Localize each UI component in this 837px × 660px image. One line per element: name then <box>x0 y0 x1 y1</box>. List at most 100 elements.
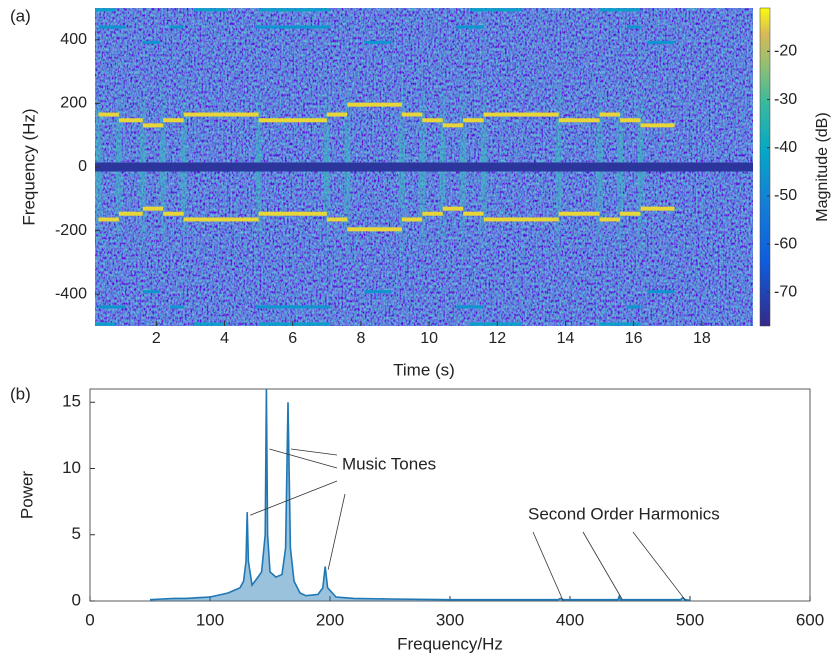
tone-segment <box>401 217 423 222</box>
y-tick-label: 5 <box>72 524 81 543</box>
tone-segment <box>142 123 164 128</box>
x-tick-label: 6 <box>288 330 297 347</box>
tone-segment <box>463 211 484 216</box>
annotation-text: Second Order Harmonics <box>528 504 720 523</box>
y-tick-label: 200 <box>60 95 87 112</box>
y-tick-label: 10 <box>62 458 81 477</box>
x-tick-label: 0 <box>85 610 94 629</box>
y-axis-label: Power <box>17 471 36 520</box>
x-tick-label: 10 <box>420 330 438 347</box>
tone-segment <box>163 118 184 123</box>
tone-segment <box>142 40 160 44</box>
tone-segment <box>95 162 753 172</box>
y-tick-label: 15 <box>62 392 81 411</box>
colorbar-tick-label: -40 <box>774 139 797 156</box>
tone-segment <box>98 112 119 117</box>
tone-segment <box>620 211 641 216</box>
panel-label: (a) <box>10 6 31 25</box>
annotation-line <box>582 531 623 600</box>
tone-segment <box>326 112 348 117</box>
tone-segment <box>422 118 443 123</box>
tone-segment <box>442 206 464 211</box>
tone-segment <box>470 322 522 326</box>
y-tick-label: 0 <box>78 158 87 175</box>
tone-segment <box>456 305 484 309</box>
tone-segment <box>98 217 119 222</box>
annotation-line <box>290 448 338 456</box>
annotation-line <box>632 531 687 601</box>
spectrogram-marks <box>95 8 753 326</box>
x-tick-label: 12 <box>488 330 506 347</box>
tone-segment <box>258 322 331 326</box>
tone-segment <box>599 112 621 117</box>
tone-segment <box>170 305 184 309</box>
tone-segment <box>347 102 402 107</box>
annotation-line <box>327 493 346 570</box>
colorbar <box>759 7 771 327</box>
tone-segment <box>163 211 184 216</box>
tone-segment <box>183 217 259 222</box>
y-tick-label: -200 <box>55 222 87 239</box>
tone-segment <box>118 118 143 123</box>
tone-segment <box>258 211 327 216</box>
tone-segment <box>640 123 675 128</box>
y-tick-label: 0 <box>72 590 81 609</box>
x-tick-label: 200 <box>316 610 344 629</box>
tone-segment <box>620 118 641 123</box>
tone-segment <box>626 305 641 309</box>
tone-segment <box>647 290 675 294</box>
tone-segment <box>183 112 259 117</box>
tone-segment <box>95 8 116 12</box>
colorbar-tick-label: -60 <box>774 235 797 252</box>
x-tick-label: 100 <box>196 610 224 629</box>
x-tick-label: 8 <box>356 330 365 347</box>
x-tick-label: 16 <box>625 330 643 347</box>
tone-segment <box>364 40 392 44</box>
colorbar-tick-label: -50 <box>774 187 797 204</box>
tone-segment <box>599 217 621 222</box>
y-axis-label: Frequency (Hz) <box>19 108 38 225</box>
colorbar-tick-label: -30 <box>774 91 797 108</box>
tone-segment <box>193 8 228 12</box>
tone-segment <box>483 217 559 222</box>
annotation-line <box>250 480 338 516</box>
plot-frame <box>89 388 811 602</box>
tone-segment <box>98 25 126 29</box>
tone-segment <box>422 211 443 216</box>
colorbar-label: Magnitude (dB) <box>814 112 831 221</box>
tone-segment <box>442 123 464 128</box>
annotation-text: Music Tones <box>342 454 436 473</box>
tone-segment <box>364 290 392 294</box>
tone-segment <box>558 118 600 123</box>
x-axis-label: Frequency/Hz <box>397 634 503 653</box>
x-tick-label: 4 <box>220 330 229 347</box>
annotation-line <box>532 531 564 602</box>
tone-segment <box>258 118 327 123</box>
y-tick-label: 400 <box>60 31 87 48</box>
x-tick-label: 14 <box>557 330 575 347</box>
tone-segment <box>142 206 164 211</box>
y-tick-label: -400 <box>55 285 87 302</box>
tone-segment <box>463 118 484 123</box>
tone-segment <box>118 211 143 216</box>
power-line <box>149 388 691 602</box>
tone-segment <box>258 8 331 12</box>
tone-segment <box>347 227 402 232</box>
x-tick-label: 2 <box>152 330 161 347</box>
x-tick-label: 400 <box>556 610 584 629</box>
tone-segment <box>98 305 126 309</box>
tone-segment <box>647 40 675 44</box>
tone-segment <box>599 322 641 326</box>
panel-label: (b) <box>10 384 31 403</box>
tone-segment <box>142 290 160 294</box>
tone-segment <box>470 8 522 12</box>
tone-segment <box>401 112 423 117</box>
x-axis-label: Time (s) <box>393 360 455 379</box>
tone-segment <box>170 25 184 29</box>
annotation-line <box>269 448 338 469</box>
tone-segment <box>326 217 348 222</box>
tone-segment <box>456 25 484 29</box>
x-tick-label: 300 <box>436 610 464 629</box>
tone-segment <box>193 322 228 326</box>
